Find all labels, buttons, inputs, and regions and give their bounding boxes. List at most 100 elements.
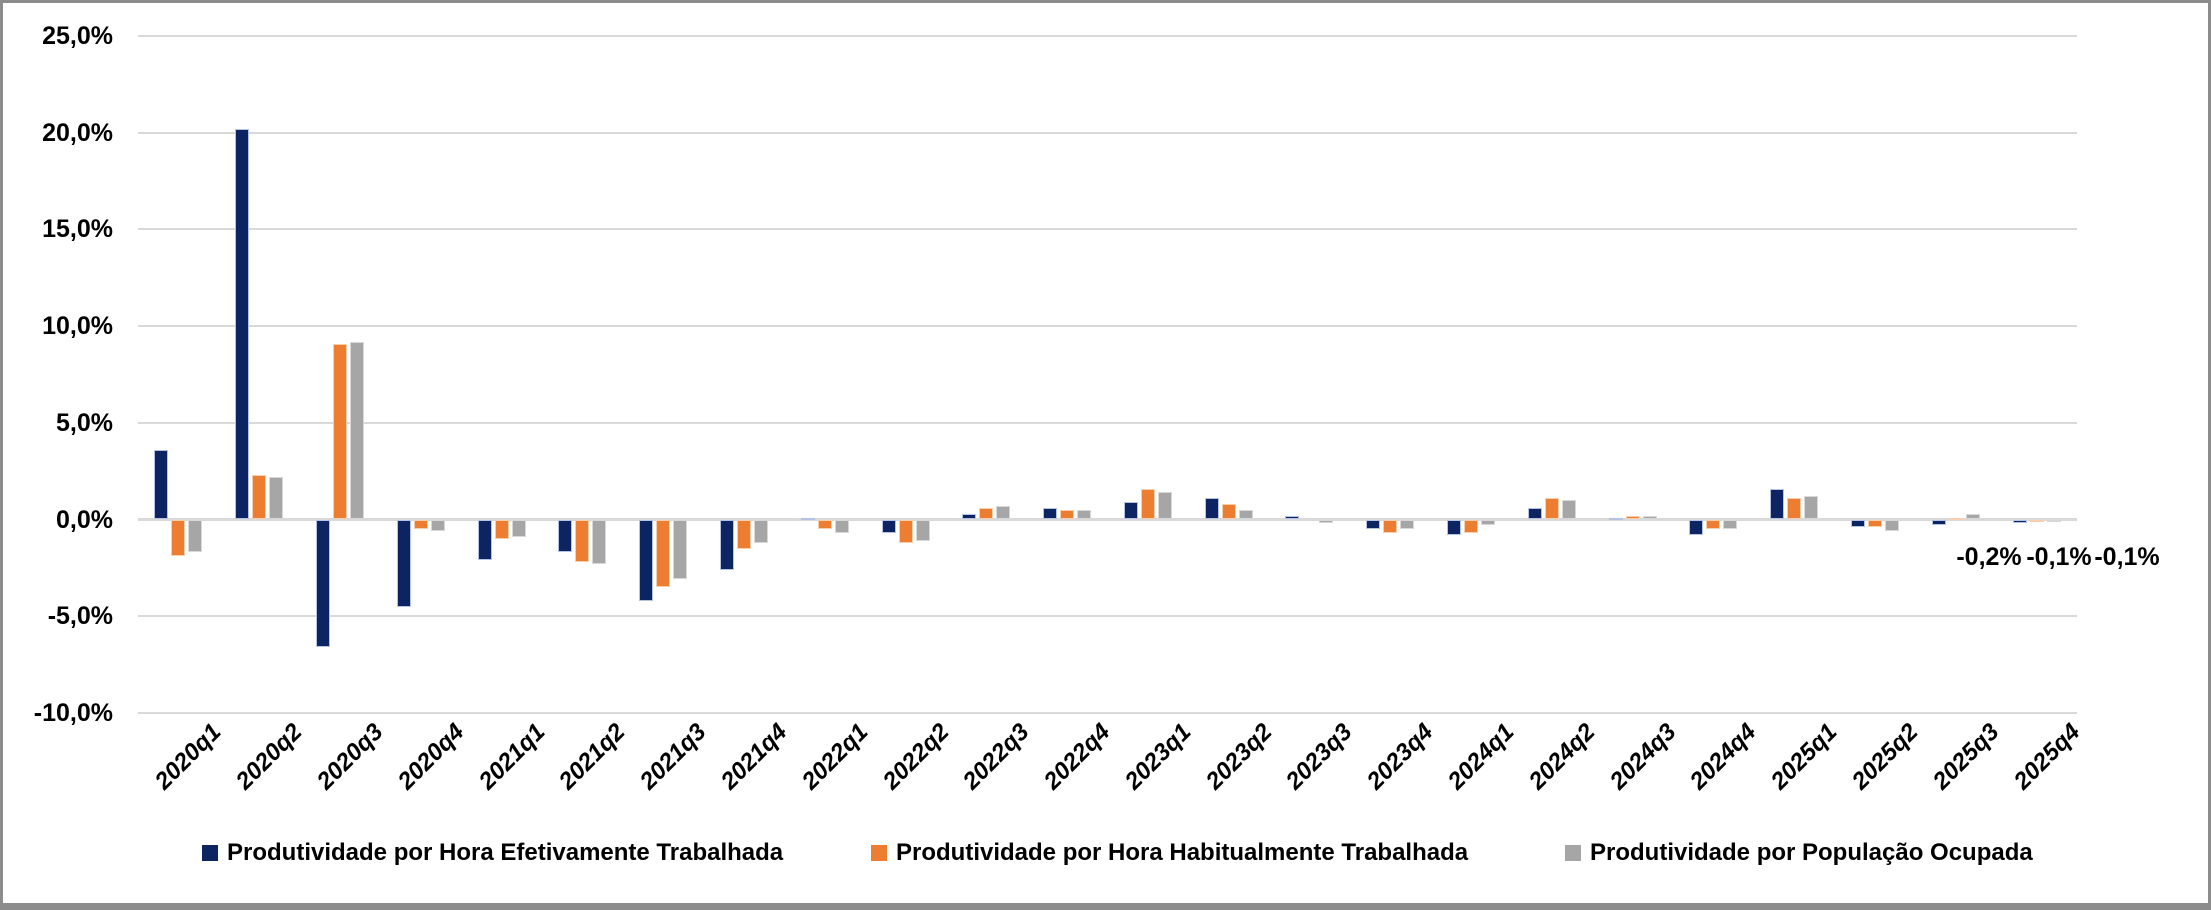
bar-series1-2024q1 — [1447, 519, 1462, 535]
bar-series1-2021q4 — [719, 519, 734, 570]
bar-series1-2020q4 — [396, 519, 411, 607]
bar-series2-2023q2 — [1221, 504, 1236, 520]
gridline--5 — [138, 615, 2077, 618]
bar-series2-2022q3 — [979, 507, 994, 520]
legend-swatch-icon — [202, 845, 218, 861]
bar-series1-2023q4 — [1366, 519, 1381, 530]
bar-series3-2024q2 — [1561, 500, 1576, 520]
bar-series3-2024q3 — [1642, 515, 1657, 520]
bar-series3-2024q1 — [1481, 519, 1496, 526]
bar-series1-2022q2 — [881, 519, 896, 534]
bar-series1-2022q3 — [962, 513, 977, 520]
legend-swatch-icon — [1565, 845, 1581, 861]
bar-series3-2025q4 — [2046, 519, 2061, 522]
bar-series2-2020q3 — [332, 343, 347, 520]
bar-series1-2023q1 — [1123, 502, 1138, 520]
gridline-15 — [138, 228, 2077, 231]
bar-series2-2021q3 — [656, 519, 671, 588]
bar-series3-2021q1 — [511, 519, 526, 537]
bar-series1-2024q4 — [1689, 519, 1704, 535]
bar-series2-2020q1 — [171, 519, 186, 557]
bar-series2-2024q4 — [1706, 519, 1721, 530]
bar-series2-2022q4 — [1060, 509, 1075, 520]
bar-series3-2021q4 — [753, 519, 768, 543]
bar-series2-2025q2 — [1868, 519, 1883, 528]
bar-series3-2025q3 — [1965, 513, 1980, 520]
y-tick-label: 10,0% — [42, 312, 113, 341]
legend-item-series2: Produtividade por Hora Habitualmente Tra… — [871, 839, 1468, 867]
bar-series2-2021q1 — [494, 519, 509, 539]
bar-series2-2025q1 — [1787, 498, 1802, 520]
bar-series3-2022q2 — [915, 519, 930, 541]
bar-series1-2021q2 — [558, 519, 573, 553]
bar-series3-2021q3 — [673, 519, 688, 580]
y-tick-label: 15,0% — [42, 215, 113, 244]
y-tick-label: 25,0% — [42, 22, 113, 50]
bar-series1-2025q1 — [1770, 488, 1785, 520]
gridline--10 — [138, 711, 2077, 714]
bar-series2-2024q3 — [1625, 515, 1640, 520]
bar-series3-2020q1 — [188, 519, 203, 553]
bar-series1-2022q4 — [1043, 507, 1058, 520]
bar-series2-2021q4 — [736, 519, 751, 549]
bar-series1-2023q3 — [1285, 515, 1300, 520]
gridline-20 — [138, 131, 2077, 134]
bar-series3-2023q1 — [1157, 492, 1172, 520]
data-label-2025q4-series2: -0,1% — [2026, 543, 2092, 571]
y-tick-label: 20,0% — [42, 118, 113, 147]
bar-series2-2020q4 — [413, 519, 428, 530]
bar-series2-2025q4 — [2029, 519, 2044, 522]
bar-series1-2025q3 — [1931, 519, 1946, 526]
data-label-2025q4-series3: -0,1% — [2094, 543, 2160, 571]
bar-series1-2021q3 — [639, 519, 654, 601]
bar-series2-2023q4 — [1383, 519, 1398, 534]
bar-series3-2023q2 — [1238, 509, 1253, 520]
gridline-5 — [138, 421, 2077, 424]
gridline-25 — [138, 35, 2077, 37]
legend-item-series3: Produtividade por População Ocupada — [1565, 839, 2033, 867]
bar-series1-2024q2 — [1527, 507, 1542, 520]
bar-series3-2025q2 — [1885, 519, 1900, 532]
y-tick-label: -5,0% — [47, 602, 113, 631]
bar-series2-2022q1 — [817, 519, 832, 530]
data-label-2025q4-series1: -0,2% — [1956, 543, 2022, 571]
bar-series2-2021q2 — [575, 519, 590, 563]
gridline-10 — [138, 325, 2077, 328]
legend-label: Produtividade por População Ocupada — [1590, 839, 2033, 866]
bar-series1-2025q2 — [1851, 519, 1866, 528]
bar-series3-2024q4 — [1723, 519, 1738, 530]
bar-series1-2023q2 — [1204, 498, 1219, 520]
bar-series1-2020q1 — [154, 449, 169, 520]
bar-series1-2020q3 — [315, 519, 330, 648]
legend-label: Produtividade por Hora Efetivamente Trab… — [227, 839, 784, 866]
legend-item-series1: Produtividade por Hora Efetivamente Trab… — [202, 839, 783, 867]
bar-series3-2025q1 — [1804, 496, 1819, 520]
bar-series3-2021q2 — [592, 519, 607, 564]
bar-series3-2023q4 — [1400, 519, 1415, 530]
bar-series3-2022q1 — [834, 519, 849, 534]
y-tick-label: 5,0% — [56, 408, 113, 437]
bar-series1-2024q3 — [1608, 517, 1623, 520]
y-tick-label: 0,0% — [56, 505, 113, 534]
zero-axis-line — [138, 518, 2077, 521]
legend-label: Produtividade por Hora Habitualmente Tra… — [896, 839, 1469, 866]
bar-series1-2022q1 — [800, 517, 815, 520]
bar-series2-2024q2 — [1544, 498, 1559, 520]
bar-series3-2022q4 — [1077, 509, 1092, 520]
bar-series1-2021q1 — [477, 519, 492, 561]
bar-series3-2020q4 — [430, 519, 445, 532]
bar-series3-2020q2 — [269, 476, 284, 520]
bar-series2-2020q2 — [252, 475, 267, 520]
bar-series2-2025q3 — [1948, 517, 1963, 520]
legend-swatch-icon — [871, 845, 887, 861]
bar-series3-2022q3 — [996, 505, 1011, 520]
bar-series3-2020q3 — [349, 341, 364, 520]
bar-series2-2024q1 — [1464, 519, 1479, 534]
bar-series2-2022q2 — [898, 519, 913, 543]
bar-series3-2023q3 — [1319, 519, 1334, 524]
bar-series1-2020q2 — [235, 128, 250, 520]
bar-series2-2023q1 — [1140, 488, 1155, 520]
y-tick-label: -10,0% — [33, 698, 113, 727]
bar-series1-2025q4 — [2012, 519, 2027, 524]
